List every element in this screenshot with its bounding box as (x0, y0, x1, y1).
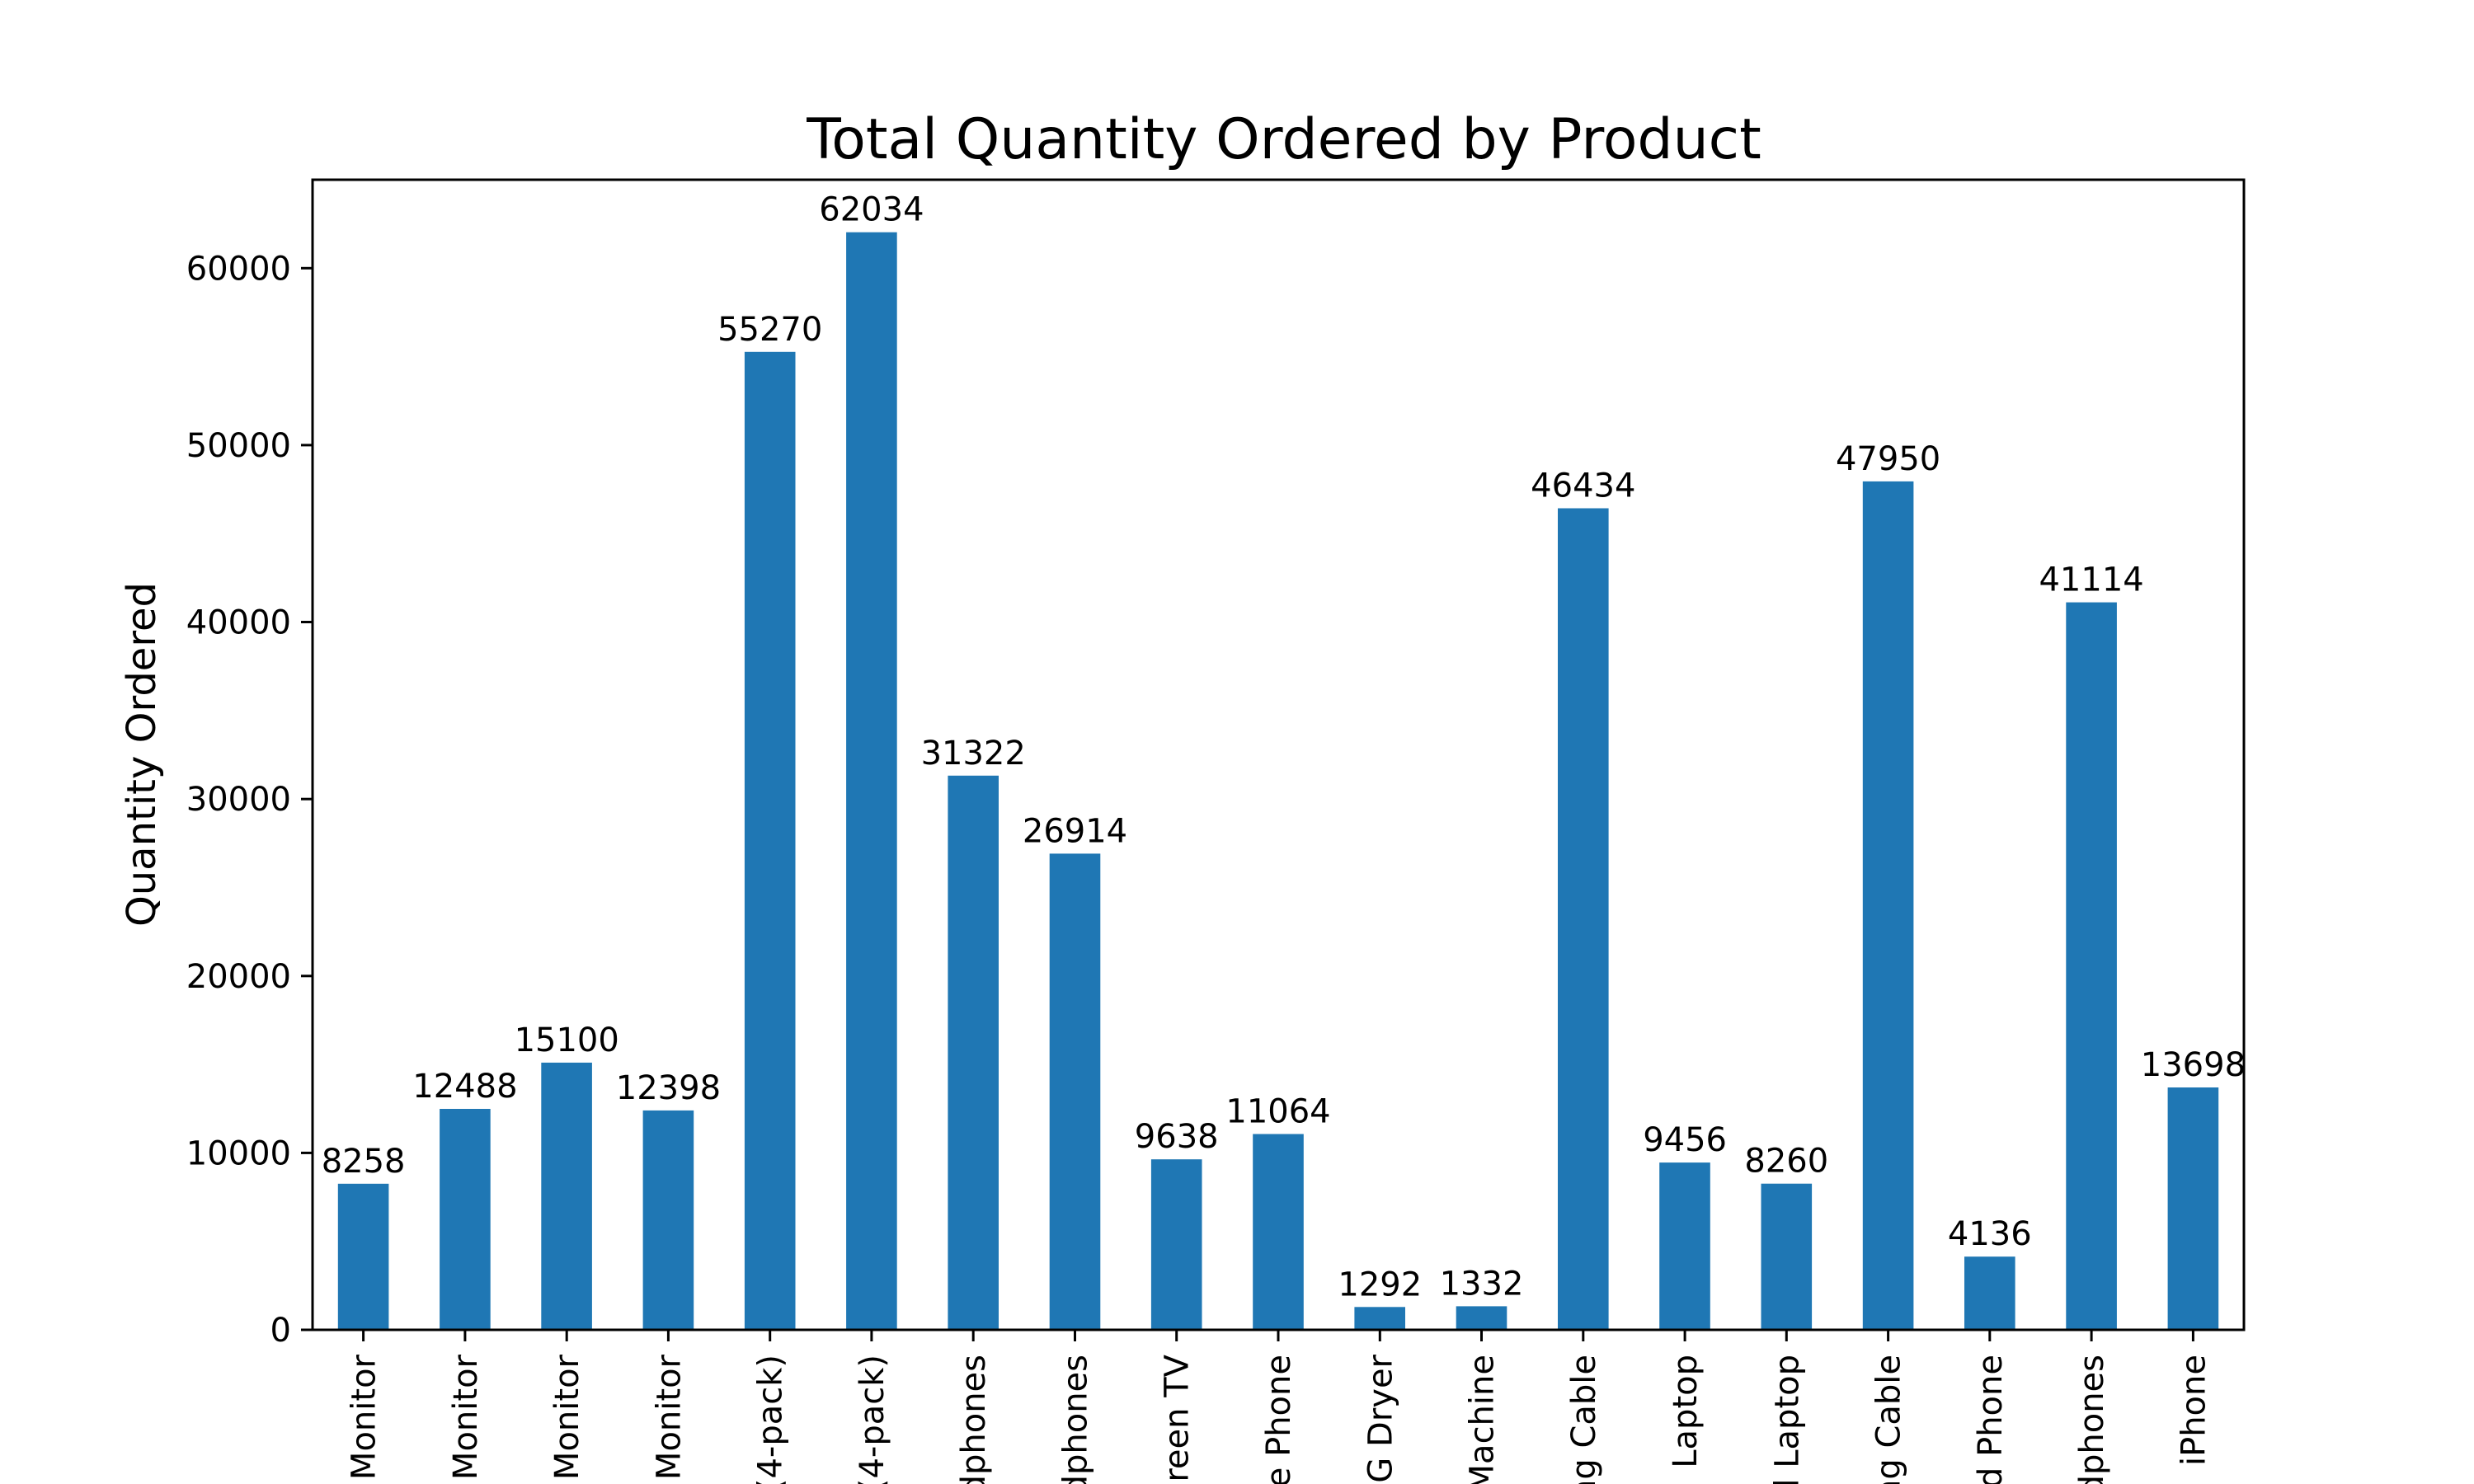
x-tick-label-11: Machine (1464, 1355, 1502, 1484)
y-tick-label-1: 10000 (186, 1134, 291, 1172)
bar-2 (541, 1062, 592, 1330)
bar-value-label-0: 8258 (322, 1143, 406, 1181)
bar-6 (948, 775, 999, 1330)
bar-8 (1150, 1159, 1202, 1330)
x-tick-label-9: e Phone (1260, 1355, 1298, 1484)
bar-value-label-8: 9638 (1135, 1118, 1219, 1156)
bar-value-label-3: 12398 (616, 1069, 721, 1107)
bar-3 (642, 1110, 694, 1330)
x-tick-label-3: Monitor (650, 1354, 688, 1480)
y-tick-label-6: 60000 (186, 250, 291, 288)
bar-value-label-6: 31322 (921, 735, 1026, 773)
x-tick-label-6: dphones (955, 1355, 993, 1484)
bar-value-label-7: 26914 (1023, 812, 1127, 850)
bar-11 (1456, 1306, 1507, 1330)
bar-18 (2167, 1087, 2219, 1330)
bar-value-label-10: 1292 (1338, 1266, 1422, 1303)
bar-value-label-12: 46434 (1531, 467, 1635, 505)
y-tick-label-3: 30000 (186, 781, 291, 819)
bar-14 (1761, 1183, 1813, 1330)
bar-1 (440, 1109, 491, 1330)
x-tick-label-15: ng Cable (1870, 1355, 1908, 1484)
y-axis-ticks: 0 10000 20000 30000 40000 50000 60000 (186, 250, 313, 1350)
bar-10 (1354, 1307, 1405, 1330)
plot-frame (311, 178, 2246, 1331)
x-tick-label-14: d Laptop (1768, 1355, 1806, 1484)
x-tick-label-17: dphones (2073, 1355, 2111, 1484)
bar-13 (1659, 1162, 1710, 1330)
x-tick-label-12: ng Cable (1565, 1355, 1603, 1484)
bar-value-label-18: 13698 (2141, 1046, 2246, 1084)
bar-15 (1862, 481, 1914, 1330)
bar-7 (1049, 853, 1101, 1330)
bar-16 (1964, 1256, 2015, 1330)
x-tick-label-13: Laptop (1667, 1355, 1705, 1468)
x-tick-label-7: dphones (1057, 1355, 1095, 1484)
bar-value-label-14: 8260 (1744, 1143, 1828, 1181)
bar-value-label-1: 12488 (412, 1068, 517, 1106)
bar-value-label-5: 62034 (819, 191, 924, 229)
x-tick-label-10: G Dryer (1362, 1354, 1399, 1482)
bar-17 (2066, 602, 2117, 1330)
x-tick-label-18: iPhone (2175, 1355, 2213, 1466)
bar-5 (846, 232, 897, 1331)
bar-value-label-15: 47950 (1836, 440, 1940, 478)
x-tick-label-0: Monitor (346, 1354, 383, 1480)
x-axis-ticks: Monitor Monitor Monitor Monitor (4-pack) (4-p… (346, 1330, 2213, 1484)
bar-value-label-17: 41114 (2039, 561, 2143, 599)
x-tick-label-1: Monitor (447, 1354, 485, 1480)
bar-value-label-16: 4136 (1948, 1215, 2032, 1253)
x-tick-label-4: (4-pack) (752, 1355, 790, 1484)
bar-4 (744, 351, 796, 1330)
y-tick-label-5: 50000 (186, 427, 291, 465)
bar-value-label-2: 15100 (515, 1021, 619, 1059)
bar-value-label-4: 55270 (717, 311, 822, 349)
y-tick-label-0: 0 (270, 1312, 291, 1350)
x-tick-label-5: (4-pack) (854, 1355, 891, 1484)
y-tick-label-2: 20000 (186, 958, 291, 996)
chart-title: Total Quantity Ordered by Product (806, 107, 1761, 172)
bar-0 (337, 1183, 389, 1330)
bar-9 (1253, 1134, 1304, 1330)
y-tick-label-4: 40000 (186, 604, 291, 642)
bar-12 (1558, 508, 1609, 1330)
bar-value-label-13: 9456 (1643, 1121, 1727, 1159)
bar-value-label-9: 11064 (1225, 1093, 1330, 1131)
bar-value-label-11: 1332 (1440, 1265, 1524, 1303)
y-axis-label: Quantity Ordered (119, 582, 165, 927)
x-tick-label-16: d Phone (1972, 1355, 2010, 1484)
bars-group (337, 232, 2219, 1331)
x-tick-label-8: creen TV (1159, 1354, 1197, 1484)
x-tick-label-2: Monitor (548, 1354, 586, 1480)
